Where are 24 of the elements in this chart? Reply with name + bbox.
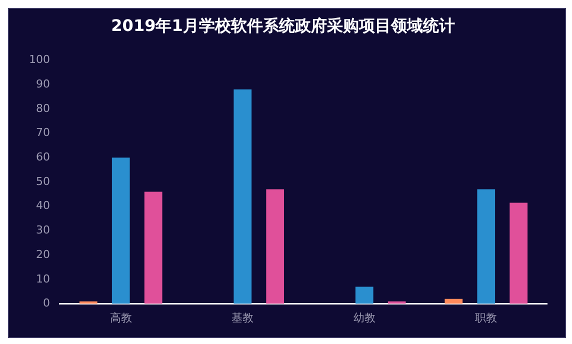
bar xyxy=(355,286,374,304)
x-tick-label: 职教 xyxy=(475,311,498,324)
x-tick-label: 幼教 xyxy=(353,311,376,324)
y-tick-label: 60 xyxy=(36,150,50,164)
x-tick-label: 基教 xyxy=(232,311,254,324)
bar xyxy=(234,89,252,304)
bar xyxy=(266,189,284,304)
y-tick-label: 80 xyxy=(36,102,50,115)
y-tick-label: 20 xyxy=(36,248,50,261)
y-tick-label: 0 xyxy=(42,296,50,310)
y-tick-label: 100 xyxy=(28,53,50,66)
y-tick-label: 70 xyxy=(36,126,50,140)
y-tick-label: 30 xyxy=(36,224,50,237)
y-tick-label: 40 xyxy=(36,199,50,212)
x-tick-label: 高教 xyxy=(110,311,132,324)
bar xyxy=(112,158,130,304)
bar xyxy=(144,192,162,304)
bar xyxy=(477,189,496,304)
bar xyxy=(510,202,528,304)
y-tick-label: 50 xyxy=(36,174,50,188)
chart-title: 2019年1月学校软件系统政府采购项目领域统计 xyxy=(111,16,455,35)
bar xyxy=(444,298,463,304)
y-tick-label: 90 xyxy=(36,77,50,90)
y-tick-label: 10 xyxy=(36,272,50,286)
